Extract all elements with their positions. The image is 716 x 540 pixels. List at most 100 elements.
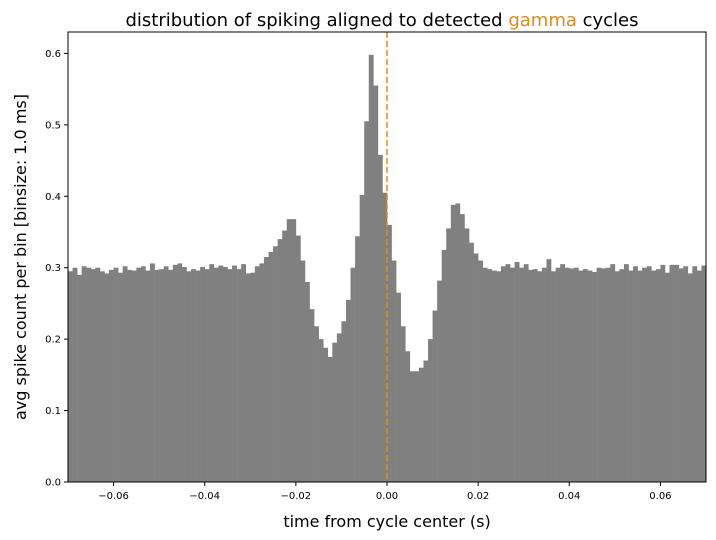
- histogram-bar: [437, 280, 442, 482]
- histogram-bar: [341, 321, 347, 482]
- histogram-bar: [218, 265, 224, 482]
- histogram-bar: [227, 269, 233, 482]
- histogram-bar: [236, 269, 242, 482]
- histogram-bar: [263, 257, 269, 482]
- histogram-bar: [314, 326, 319, 482]
- histogram-bar: [664, 272, 670, 482]
- chart-title: distribution of spiking aligned to detec…: [125, 10, 638, 31]
- histogram-bar: [127, 269, 133, 482]
- histogram-bar: [482, 267, 488, 482]
- y-tick-label: 0.1: [45, 406, 61, 417]
- histogram-bar: [245, 273, 251, 482]
- histogram-bar: [669, 264, 675, 482]
- histogram-bar: [90, 269, 96, 482]
- histogram-bar: [655, 269, 661, 482]
- histogram-bar: [491, 270, 497, 482]
- histogram-bar: [350, 267, 356, 482]
- histogram-bar: [646, 266, 652, 482]
- x-tick-label: −0.02: [281, 491, 312, 502]
- histogram-bar: [122, 266, 128, 482]
- histogram-bar: [86, 267, 92, 482]
- histogram-bar: [377, 154, 383, 482]
- histogram-bar: [505, 264, 511, 482]
- histogram-bar: [209, 264, 215, 482]
- histogram-bar: [327, 357, 333, 482]
- histogram-bar: [373, 85, 379, 483]
- histogram-bar: [532, 269, 538, 482]
- histogram-bar: [145, 270, 151, 482]
- histogram-bar: [642, 267, 648, 482]
- x-axis: −0.06 −0.04 −0.02 0.00 0.02 0.04 0.06: [98, 482, 672, 502]
- histogram-bar: [687, 273, 693, 482]
- histogram-bar: [181, 267, 187, 482]
- histogram-bar: [136, 267, 142, 482]
- x-tick-label: 0.06: [649, 491, 671, 502]
- histogram-bar: [168, 269, 174, 482]
- histogram-bar: [409, 371, 415, 482]
- histogram-bar: [541, 267, 547, 482]
- histogram-bar: [578, 270, 584, 482]
- histogram-bar: [573, 267, 579, 482]
- histogram-bar: [359, 194, 365, 482]
- histogram-bar: [172, 264, 178, 482]
- title-part-0: distribution of spiking aligned to detec…: [125, 10, 508, 31]
- histogram-bar: [355, 236, 360, 482]
- histogram-bar: [519, 267, 525, 482]
- histogram-bar: [605, 267, 611, 482]
- histogram-bar: [364, 121, 370, 483]
- histogram-bar: [701, 265, 707, 482]
- histogram-bar: [651, 270, 657, 482]
- histogram-bar: [163, 266, 169, 482]
- histogram-bar: [300, 260, 306, 482]
- histogram-bar: [259, 263, 265, 482]
- histogram-bar: [582, 269, 588, 482]
- histogram-bar: [587, 270, 593, 482]
- histogram-bar: [523, 264, 529, 482]
- histogram-bar: [683, 266, 689, 482]
- histogram-bar: [291, 219, 297, 482]
- y-tick-label: 0.0: [45, 478, 61, 489]
- histogram-bar: [478, 260, 483, 482]
- y-tick-label: 0.4: [45, 192, 61, 203]
- histogram-bar: [428, 339, 433, 482]
- histogram-bar: [254, 266, 260, 482]
- y-tick-label: 0.5: [45, 120, 61, 131]
- histogram-bars: [68, 54, 707, 483]
- histogram-bar: [81, 266, 87, 482]
- histogram-bar: [213, 267, 219, 482]
- histogram-bar: [109, 269, 114, 482]
- y-tick-label: 0.6: [45, 49, 61, 60]
- histogram-bar: [418, 367, 424, 482]
- histogram-bar: [68, 271, 73, 482]
- histogram-bar: [569, 268, 575, 482]
- histogram-bar: [537, 271, 543, 482]
- histogram-bar: [414, 371, 420, 482]
- histogram-bar: [323, 347, 329, 482]
- histogram-bar: [72, 267, 78, 482]
- histogram-bar: [614, 271, 620, 482]
- histogram-bar: [405, 351, 411, 482]
- histogram-bar: [469, 242, 474, 482]
- histogram-bar: [118, 272, 123, 482]
- histogram-bar: [232, 265, 237, 482]
- x-axis-title: time from cycle center (s): [283, 512, 490, 531]
- histogram-bar: [678, 268, 684, 482]
- histogram-bar: [387, 224, 392, 482]
- title-part-1: gamma: [508, 10, 577, 31]
- histogram-bar: [459, 214, 465, 482]
- histogram-bar: [619, 269, 625, 482]
- histogram-bar: [473, 253, 479, 482]
- histogram-bar: [432, 310, 438, 482]
- histogram-bar: [268, 252, 274, 482]
- histogram-bar: [564, 267, 570, 482]
- histogram-bar: [623, 264, 629, 482]
- histogram-bar: [628, 270, 634, 482]
- x-tick-label: 0.04: [558, 491, 580, 502]
- histogram-bar: [241, 264, 247, 482]
- histogram-bar: [696, 270, 702, 482]
- histogram-bar: [396, 292, 401, 482]
- histogram-bar: [510, 267, 515, 482]
- x-tick-label: 0.02: [467, 491, 489, 502]
- histogram-bar: [77, 274, 82, 482]
- histogram-bar: [309, 309, 315, 482]
